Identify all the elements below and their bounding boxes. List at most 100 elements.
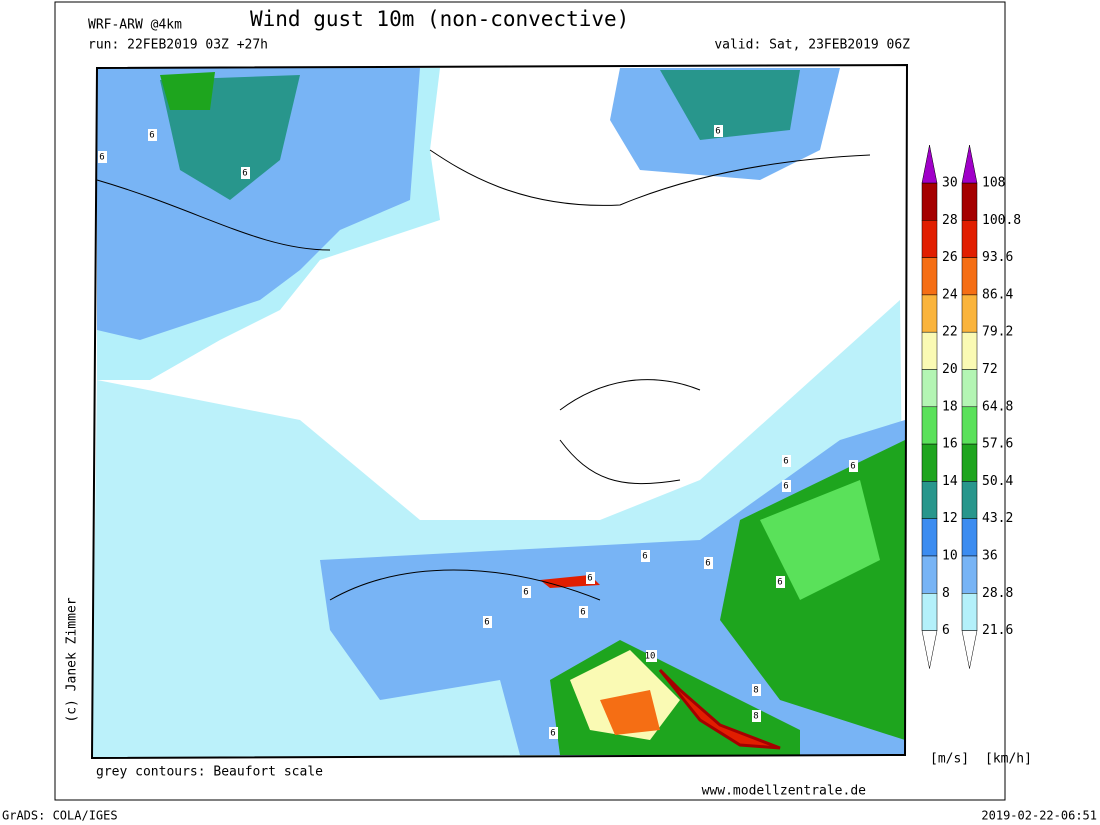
- contour-label-bg: [776, 576, 785, 588]
- contour-label: 6: [777, 578, 782, 588]
- colorbar-label: 20: [942, 362, 958, 377]
- borders: [96, 149, 871, 601]
- colorbar-label: 36: [982, 549, 998, 564]
- contour-label: 6: [587, 574, 592, 584]
- colorbar-label: 64.8: [982, 399, 1013, 414]
- colorbar-segment: [921, 406, 938, 445]
- colorbar-segment: [921, 182, 938, 221]
- colorbar-top: [961, 144, 978, 184]
- contour-label-bg: [646, 650, 655, 662]
- frame: [54, 1, 1006, 801]
- colorbar-segment: [961, 406, 978, 445]
- colorbar-label: 10: [942, 549, 958, 564]
- colorbar-label: 22: [942, 325, 958, 340]
- contour-label-bg: [483, 616, 492, 628]
- contour-label-bg: [241, 167, 250, 179]
- colorbar-label: 12: [942, 511, 958, 526]
- contour-label-bg: [641, 550, 650, 562]
- colorbar-segment: [961, 369, 978, 408]
- colorbar-segment: [921, 481, 938, 519]
- land-gusts: [658, 668, 781, 750]
- software: GrADS: COLA/IGES: [2, 809, 118, 823]
- contour-label: 8: [753, 686, 758, 696]
- colorbar-segment: [961, 182, 978, 221]
- contour-label: 6: [715, 127, 720, 137]
- contour-label-bg: [586, 572, 595, 584]
- contour-label-bg: [849, 460, 858, 472]
- colorbar-label: 8: [942, 586, 950, 601]
- colorbar-label: 14: [942, 474, 958, 489]
- colorbar-label: 16: [942, 437, 958, 452]
- contour-label: 6: [642, 552, 647, 562]
- contour-label: 6: [523, 588, 528, 598]
- colorbar-label: 30: [942, 176, 958, 191]
- colorbar-label: 28: [942, 213, 958, 228]
- colorbar-label: 57.6: [982, 437, 1013, 452]
- colorbar-label: 108: [982, 176, 1005, 191]
- colorbar-label: 100.8: [982, 213, 1021, 228]
- title: Wind gust 10m (non-convective): [250, 7, 629, 31]
- contour-label-bg: [98, 151, 107, 163]
- colorbar-label: 21.6: [982, 623, 1013, 638]
- colorbar-segment: [961, 481, 978, 519]
- colorbar-segment: [961, 593, 978, 631]
- colorbar-segment: [961, 294, 978, 333]
- contour-label: 6: [99, 153, 104, 163]
- colorbar-segment: [921, 555, 938, 594]
- colorbar-segment: [921, 257, 938, 296]
- contour-label: 6: [705, 559, 710, 569]
- model-name: WRF-ARW @4km: [88, 18, 182, 33]
- colorbar-segment: [921, 518, 938, 557]
- contour-label: 6: [783, 457, 788, 467]
- website: www.modellzentrale.de: [702, 784, 867, 799]
- land-gusts: [760, 480, 880, 600]
- contour-label: 10: [645, 652, 656, 662]
- contour-label-bg: [782, 480, 791, 492]
- contour-label: 6: [242, 169, 247, 179]
- note: grey contours: Beaufort scale: [96, 765, 323, 780]
- contour-label-bg: [148, 129, 157, 141]
- colorbar-segment: [921, 593, 938, 631]
- colorbar-label: 26: [942, 250, 958, 265]
- contour-label: 6: [550, 729, 555, 739]
- colorbar-label: 43.2: [982, 511, 1013, 526]
- colorbar-bottom: [921, 630, 938, 669]
- contour-label: 8: [753, 712, 758, 722]
- colorbar-segment: [921, 331, 938, 370]
- units-kmh: [km/h]: [985, 752, 1032, 767]
- run-time: run: 22FEB2019 03Z +27h: [88, 38, 268, 53]
- colorbar-segment: [961, 220, 978, 258]
- contour-label: 6: [484, 618, 489, 628]
- colorbar-segment: [921, 294, 938, 333]
- contour-label-bg: [782, 455, 791, 467]
- colorbar-label: 50.4: [982, 474, 1013, 489]
- colorbar-segment: [961, 443, 978, 482]
- colorbar-label: 72: [982, 362, 998, 377]
- colorbar-segment: [961, 257, 978, 296]
- map-border: [90, 63, 909, 760]
- map: [90, 63, 909, 760]
- colorbar-segment: [921, 220, 938, 258]
- colorbar-label: 93.6: [982, 250, 1013, 265]
- units-ms: [m/s]: [930, 752, 969, 767]
- contour-label-bg: [704, 557, 713, 569]
- timestamp: 2019-02-22-06:51: [981, 809, 1097, 823]
- colorbar-bottom: [961, 630, 978, 669]
- colorbar-label: 18: [942, 399, 958, 414]
- contour-label-bg: [522, 586, 531, 598]
- colorbar-segment: [961, 331, 978, 370]
- valid-time: valid: Sat, 23FEB2019 06Z: [714, 38, 910, 53]
- colorbar-label: 28.8: [982, 586, 1013, 601]
- contour-label-bg: [752, 684, 761, 696]
- contour-label-bg: [579, 606, 588, 618]
- colorbar-label: 86.4: [982, 287, 1013, 302]
- sea-gusts: [160, 72, 215, 110]
- contour-label-bg: [714, 125, 723, 137]
- contour-label: 6: [149, 131, 154, 141]
- contour-label-bg: [549, 727, 558, 739]
- colorbar-label: 24: [942, 287, 958, 302]
- colorbar-segment: [921, 443, 938, 482]
- colorbar-top: [921, 144, 938, 184]
